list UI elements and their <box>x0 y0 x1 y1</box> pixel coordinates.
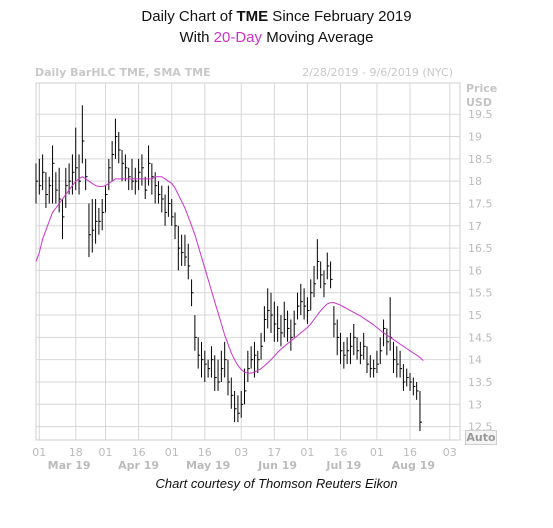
x-day-tick-label: 01 <box>165 446 179 459</box>
y-tick-label: 14 <box>468 354 482 367</box>
subtitle-ma-label: 20-Day <box>213 29 263 46</box>
chart-date-range: 2/28/2019 - 9/6/2019 (NYC) <box>302 66 453 79</box>
currency-axis-label: USD <box>466 96 492 109</box>
y-tick-label: 17 <box>468 220 482 233</box>
x-day-tick-label: 01 <box>300 446 314 459</box>
y-tick-label: 19.5 <box>468 108 493 121</box>
title-suffix: Since February 2019 <box>268 8 412 25</box>
y-tick-label: 16 <box>468 264 482 277</box>
x-month-tick-label: Apr 19 <box>118 459 159 472</box>
y-tick-label: 13.5 <box>468 376 493 389</box>
chart-title: Daily Chart of TME Since February 2019 <box>0 8 553 25</box>
x-month-tick-label: Jul 19 <box>325 459 361 472</box>
x-day-tick-label: 17 <box>267 446 281 459</box>
x-day-tick-label: 16 <box>403 446 417 459</box>
x-day-tick-label: 03 <box>234 446 248 459</box>
chart-subtitle: With 20-Day Moving Average <box>0 29 553 46</box>
x-day-tick-label: 01 <box>99 446 113 459</box>
x-month-tick-label: May 19 <box>186 459 230 472</box>
y-tick-label: 14.5 <box>468 331 493 344</box>
x-day-tick-label: 03 <box>443 446 457 459</box>
y-tick-label: 15 <box>468 309 482 322</box>
sma-20-line <box>35 176 424 374</box>
x-day-tick-label: 01 <box>32 446 46 459</box>
y-tick-label: 16.5 <box>468 242 493 255</box>
price-axis-label: Price <box>466 82 498 95</box>
x-month-tick-label: Mar 19 <box>48 459 91 472</box>
title-prefix: Daily Chart of <box>141 8 237 25</box>
y-tick-label: 13 <box>468 398 482 411</box>
y-tick-label: 18 <box>468 175 482 188</box>
x-day-tick-label: 16 <box>334 446 348 459</box>
chart-credit: Chart courtesy of Thomson Reuters Eikon <box>155 476 398 491</box>
y-tick-label: 18.5 <box>468 153 493 166</box>
x-month-tick-label: Aug 19 <box>392 459 435 472</box>
y-tick-label: 15.5 <box>468 287 493 300</box>
y-tick-label: 19 <box>468 131 482 144</box>
auto-scale-button[interactable]: Auto <box>465 430 497 445</box>
x-day-tick-label: 16 <box>132 446 146 459</box>
chart-header-left: Daily BarHLC TME, SMA TME <box>35 66 211 79</box>
x-month-tick-label: Jun 19 <box>257 459 297 472</box>
y-tick-label: 17.5 <box>468 197 493 210</box>
x-day-tick-label: 01 <box>370 446 384 459</box>
x-day-tick-label: 16 <box>198 446 212 459</box>
subtitle-suffix: Moving Average <box>262 29 374 46</box>
title-ticker: TME <box>236 8 269 25</box>
x-day-tick-label: 18 <box>69 446 83 459</box>
subtitle-prefix: With <box>179 29 214 46</box>
